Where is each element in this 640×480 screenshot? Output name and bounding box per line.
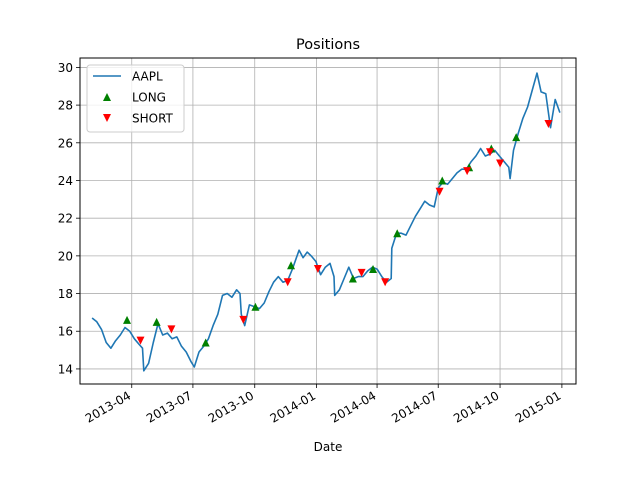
y-tick-label: 24 — [58, 174, 73, 188]
y-tick-label: 14 — [58, 362, 73, 376]
short-marker — [496, 159, 505, 168]
y-tick-label: 18 — [58, 287, 73, 301]
aapl-price-line — [91, 72, 561, 372]
x-tick-label: 2013-07 — [144, 388, 194, 425]
legend: AAPL LONG SHORT — [86, 64, 185, 133]
long-marker — [287, 261, 296, 270]
plot-frame — [79, 57, 577, 385]
x-axis-label: Date — [314, 440, 343, 454]
legend-label: SHORT — [132, 112, 174, 126]
short-marker — [283, 278, 292, 287]
x-tick-label: 2013-04 — [83, 388, 133, 425]
series-layer — [91, 72, 561, 372]
long-marker — [393, 229, 402, 238]
x-tick-label: 2014-04 — [328, 388, 378, 425]
grid — [80, 58, 576, 384]
long-marker — [251, 302, 260, 311]
short-marker — [357, 268, 366, 277]
long-marker — [123, 315, 132, 324]
x-tick-label: 2014-10 — [451, 388, 501, 425]
legend-label: LONG — [132, 91, 166, 105]
legend-label: AAPL — [132, 70, 163, 84]
short-marker — [167, 325, 176, 334]
short-marker — [136, 336, 145, 345]
long-marker — [201, 338, 210, 347]
short-marker — [463, 167, 472, 176]
long-marker — [438, 176, 447, 185]
x-tick-label: 2013-10 — [206, 388, 256, 425]
y-tick-label: 26 — [58, 136, 73, 150]
y-tick-label: 30 — [58, 61, 73, 75]
chart-title: Positions — [296, 37, 360, 53]
x-tick-label: 2015-01 — [513, 388, 563, 425]
legend-short-swatch — [103, 114, 111, 122]
short-marker — [544, 119, 553, 128]
legend-long-swatch — [103, 93, 111, 101]
legend-box — [86, 64, 185, 133]
long-marker — [348, 274, 357, 283]
short-marker — [381, 278, 390, 287]
short-marker — [435, 187, 444, 196]
y-tick-label: 16 — [58, 325, 73, 339]
x-tick-label: 2014-07 — [389, 388, 439, 425]
long-marker — [369, 265, 378, 274]
y-tick-label: 20 — [58, 249, 73, 263]
short-marker — [239, 315, 248, 324]
short-marker — [313, 265, 322, 274]
y-tick-label: 28 — [58, 99, 73, 113]
long-marker — [152, 317, 161, 326]
y-tick-label: 22 — [58, 212, 73, 226]
x-tick-label: 2014-01 — [268, 388, 318, 425]
long-marker — [512, 133, 521, 142]
short-marker — [485, 148, 494, 157]
